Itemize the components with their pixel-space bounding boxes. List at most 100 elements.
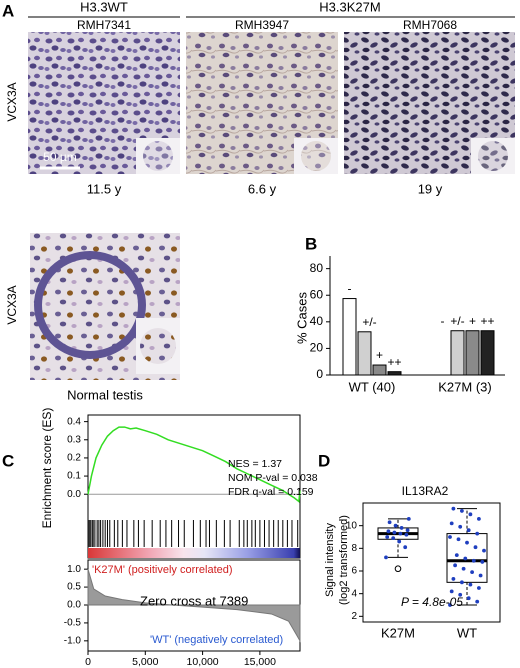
p-value: P = 4.8e-05 [401,595,463,609]
y-tick-label: 2 [351,611,357,622]
y-tick-label: 40 [310,314,324,328]
y-tick-label: 0.2 [67,453,81,464]
x-tick-label: 15,000 [244,656,276,668]
point [404,532,409,537]
point [473,545,478,550]
inset-core [140,328,176,364]
point [468,582,473,587]
outlier [394,565,402,573]
point [458,592,463,597]
panel-label: B [305,234,317,253]
bar [480,330,495,376]
sample-name: RMH7341 [77,18,131,32]
x-tick-label: WT [457,625,477,640]
point [475,531,480,536]
frame [362,502,501,623]
y-tick-label: 80 [310,261,324,275]
bar-label: ++ [480,314,494,328]
point [384,555,388,560]
point [405,528,410,533]
y-tick-label: -0.5 [64,618,82,629]
point [448,535,452,539]
bar-label: ++ [387,355,401,369]
point [480,560,485,564]
point [477,586,481,590]
point [449,589,454,594]
point [468,512,473,517]
x-tick-label: 10,000 [187,656,219,668]
stat-text: FDR q-val = 0.159 [228,486,314,498]
ranked-metric [87,569,301,643]
y-tick-label: 0.3 [67,434,81,445]
scale-label: 50 µm [43,150,77,164]
x-tick-label: 0 [85,656,91,668]
group-label: H3.3WT [80,0,128,14]
age: 6.6 y [248,181,277,196]
stain-label: VCX3A [5,285,19,324]
point [385,535,390,539]
y-tick-label: 0.4 [67,416,81,427]
age: 19 y [418,181,443,196]
caption: Normal testis [67,387,143,402]
point [454,553,459,558]
y-tick-label: 0.5 [67,582,81,593]
point [466,528,471,533]
bar [372,364,387,376]
point [463,556,468,561]
point [398,531,403,536]
y-axis-label: % Cases [294,291,309,344]
tubule [34,251,146,359]
point [448,603,452,607]
color-bar [88,548,300,558]
point [458,524,463,529]
point [387,520,392,525]
point [393,523,398,528]
y-tick-label: 60 [310,287,324,301]
point [453,563,457,568]
panel-label: D [318,451,330,470]
point [456,537,461,542]
point [397,539,402,544]
bar-label: + [376,348,383,362]
y-tick-label: 0 [316,367,323,381]
y-tick-label: 6 [351,566,357,577]
point [399,526,404,530]
point [482,548,486,553]
point [471,558,476,563]
bar [357,331,372,376]
y-tick-label: 0.0 [67,489,81,500]
x-tick-label: K27M (3) [438,379,491,394]
bar-label: +/- [362,315,376,329]
point [470,570,474,575]
point [477,516,481,521]
bar [387,371,402,376]
y-axis-label: Enrichment score (ES) [40,408,54,529]
point [466,596,471,601]
y-axis-label: Signal intensity [324,523,336,597]
point [460,580,464,585]
es-curve [87,426,301,503]
bar-label: +/- [450,314,464,328]
pos-label: 'K27M' (positively correlated) [92,564,233,576]
group-label: H3.3K27M [319,0,380,14]
y-tick-label: 10 [346,520,358,531]
x-tick-label: WT (40) [349,379,396,394]
point [449,521,454,526]
sample-name: RMH3947 [235,18,289,32]
stat-text: NES = 1.37 [228,458,282,470]
point [465,540,469,545]
point [478,573,483,578]
y-axis-label: (log2 transformed) [338,515,350,605]
bar [450,330,465,376]
y-tick-label: 4 [351,588,357,599]
neg-label: 'WT' (negatively correlated) [150,634,283,646]
inset-core [478,141,508,171]
stain-label: VCX3A [5,82,19,121]
age: 11.5 y [87,181,122,196]
point [386,529,391,534]
panel-label: C [2,451,14,470]
bar-label: + [469,314,476,328]
bar [465,330,480,376]
point [460,509,464,513]
